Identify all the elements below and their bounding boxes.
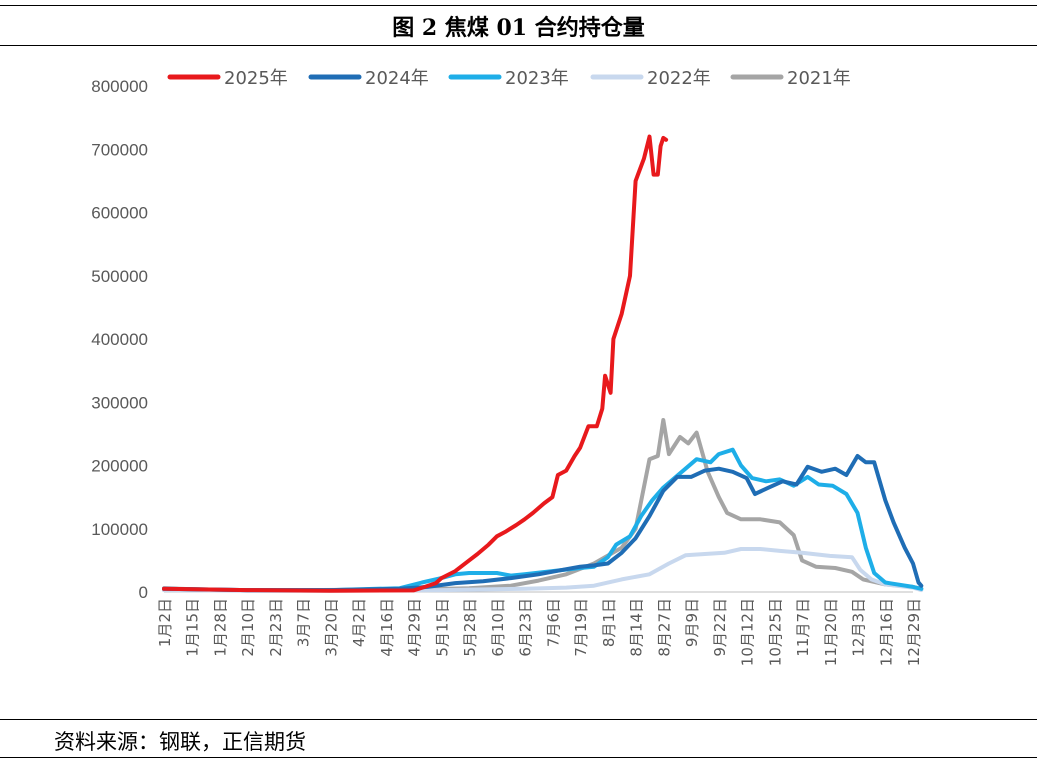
x-tick-label: 12月3日 [850, 598, 868, 657]
x-tick-label: 10月25日 [766, 598, 784, 666]
x-tick-label: 1月2日 [156, 598, 174, 647]
y-axis: 0 100000 200000 300000 400000 500000 600000 700… [91, 77, 148, 602]
y-tick-label: 800000 [91, 77, 148, 96]
x-tick-label: 2月23日 [267, 598, 285, 657]
x-tick-label: 6月23日 [517, 598, 535, 657]
chart-lines [162, 134, 924, 593]
x-tick-label: 9月22日 [711, 598, 729, 657]
footer-rule [0, 757, 1037, 758]
series-line [162, 454, 924, 593]
bottom-rule [0, 719, 1037, 720]
y-tick-label: 500000 [91, 267, 148, 286]
y-tick-label: 200000 [91, 457, 148, 476]
figure-title: 图 2 焦煤 01 合约持仓量 [392, 15, 645, 41]
x-tick-label: 8月14日 [628, 598, 646, 657]
series-line [162, 134, 669, 593]
x-tick-label: 4月2日 [350, 598, 368, 647]
x-tick-label: 4月29日 [406, 598, 424, 657]
x-tick-label: 5月15日 [433, 598, 451, 657]
x-tick-label: 2月10日 [239, 598, 257, 657]
y-tick-label: 600000 [91, 204, 148, 223]
y-tick-label: 0 [139, 583, 148, 602]
x-tick-label: 1月28日 [211, 598, 229, 657]
x-tick-label: 12月29日 [905, 598, 923, 666]
legend-label: 2021年 [787, 68, 851, 89]
x-tick-label: 12月16日 [877, 598, 895, 666]
legend-label: 2023年 [505, 68, 569, 89]
x-tick-label: 5月28日 [461, 598, 479, 657]
title-rule [0, 45, 1037, 46]
series-line [162, 547, 924, 593]
top-rule [0, 5, 1037, 6]
legend-label: 2022年 [647, 68, 711, 89]
x-tick-label: 7月19日 [572, 598, 590, 657]
x-tick-label: 1月15日 [184, 598, 202, 657]
legend-label: 2024年 [365, 68, 429, 89]
x-tick-label: 7月6日 [544, 598, 562, 647]
x-tick-label: 3月20日 [322, 598, 340, 657]
chart-legend: 2025年 2024年 2023年 2022年 2021年 [167, 68, 851, 89]
series-line [162, 418, 924, 593]
line-chart: 2025年 2024年 2023年 2022年 2021年 0 100000 200000 3… [91, 68, 924, 666]
y-tick-label: 400000 [91, 330, 148, 349]
x-tick-label: 11月20日 [822, 598, 840, 666]
x-tick-label: 10月12日 [739, 598, 757, 666]
x-tick-label: 8月27日 [655, 598, 673, 657]
x-tick-label: 11月7日 [794, 598, 812, 657]
legend-label: 2025年 [224, 68, 288, 89]
x-axis: 1月2日 1月15日 1月28日 2月10日 2月23日 3月7日 3月20日 4月2日 4月1… [156, 591, 923, 666]
source-note: 资料来源：钢联，正信期货 [54, 730, 306, 754]
x-tick-label: 3月7日 [295, 598, 313, 647]
x-tick-label: 9月9日 [683, 598, 701, 647]
y-tick-label: 700000 [91, 140, 148, 159]
y-tick-label: 100000 [91, 520, 148, 539]
x-tick-label: 8月1日 [600, 598, 618, 647]
series-line [162, 447, 924, 593]
y-tick-label: 300000 [91, 393, 148, 412]
x-tick-label: 4月16日 [378, 598, 396, 657]
x-tick-label: 6月10日 [489, 598, 507, 657]
